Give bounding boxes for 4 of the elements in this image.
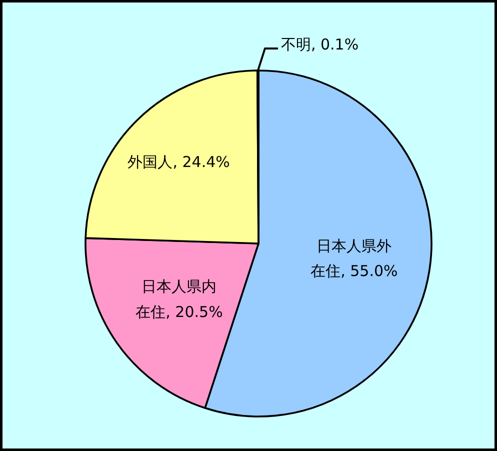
slice-label: 日本人県内在住, 20.5% (136, 278, 223, 321)
slice-label: 日本人県外在住, 55.0% (310, 237, 398, 280)
slice-label: 不明, 0.1% (280, 36, 359, 54)
slice-label: 外国人, 24.4% (128, 152, 230, 171)
